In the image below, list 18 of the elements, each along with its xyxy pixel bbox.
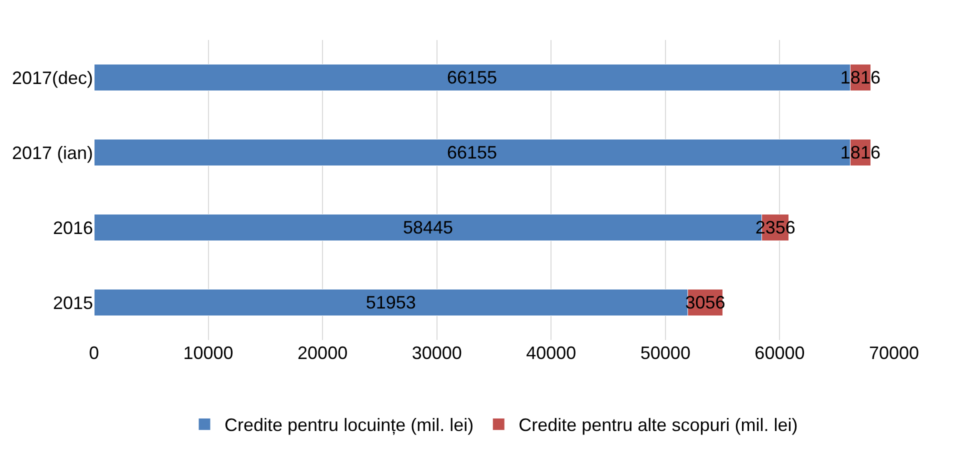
x-tick-label: 40000 <box>526 343 576 363</box>
legend-label: Credite pentru alte scopuri (mil. lei) <box>518 415 798 436</box>
y-tick-label: 2015 <box>52 292 93 313</box>
x-tick-label: 30000 <box>412 343 462 363</box>
y-tick-label: 2017 (ian) <box>12 142 93 163</box>
data-label: 66155 <box>447 142 498 162</box>
y-tick-label: 2016 <box>52 218 93 238</box>
data-label: 66155 <box>447 68 498 88</box>
x-tick-label: 70000 <box>868 343 920 363</box>
y-tick-label: 2017(dec) <box>12 68 93 88</box>
data-label: 51953 <box>366 292 416 313</box>
x-tick-label: 50000 <box>640 343 690 363</box>
x-tick-label: 10000 <box>183 343 234 363</box>
x-tick-label: 20000 <box>298 343 348 363</box>
x-tick-label: 60000 <box>754 343 805 363</box>
data-label: 58445 <box>402 218 453 238</box>
x-tick-label: 0 <box>88 343 100 363</box>
legend-label: Credite pentru locuințe (mil. lei) <box>224 415 474 436</box>
